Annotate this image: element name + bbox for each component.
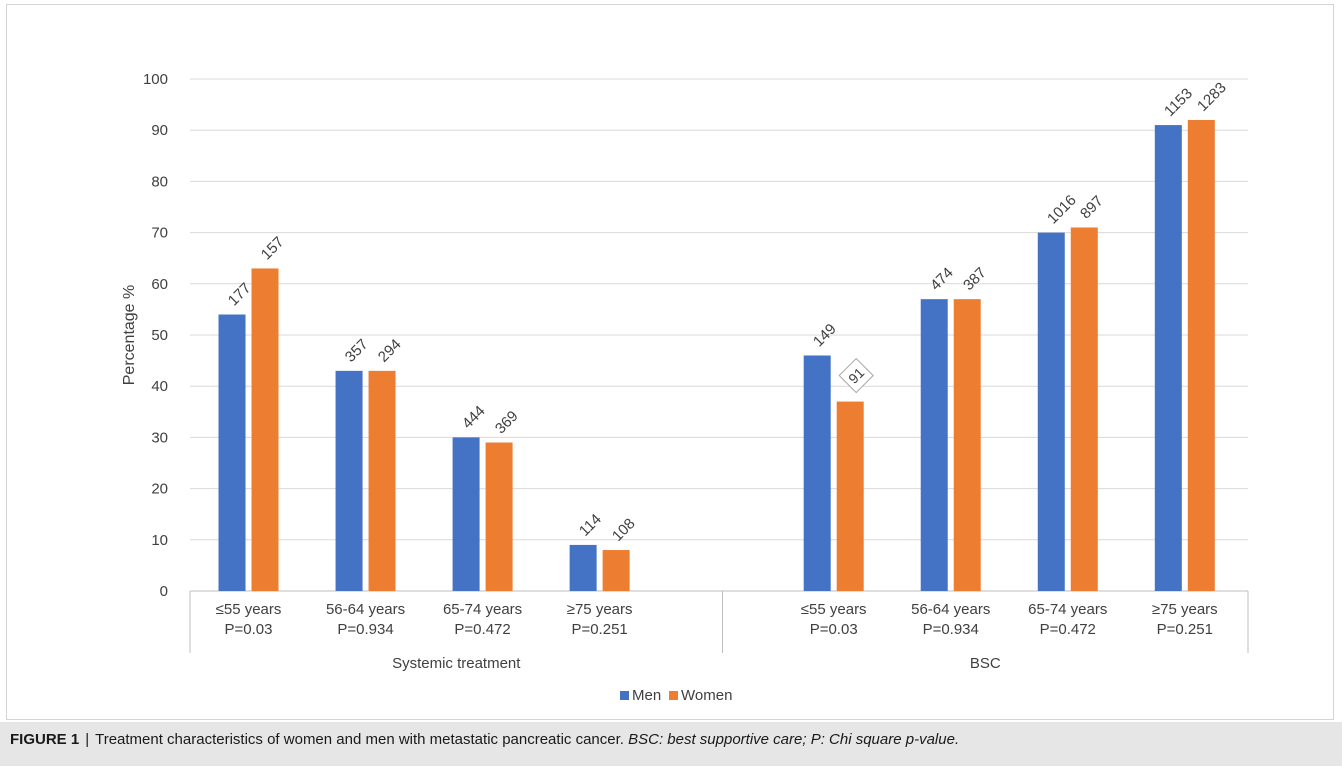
data-label: 1283: [1194, 79, 1230, 115]
y-tick-label: 30: [151, 429, 168, 446]
legend-label-men: Men: [632, 687, 661, 704]
y-tick-label: 90: [151, 122, 168, 139]
data-label: 1153: [1161, 85, 1196, 120]
x-tick-pvalue: P=0.934: [337, 621, 393, 638]
bar-men: [569, 544, 597, 591]
group-label: BSC: [970, 655, 1001, 672]
bar-men: [218, 314, 246, 591]
bar-men: [803, 355, 831, 591]
y-tick-label: 0: [160, 583, 168, 600]
data-label: 108: [609, 515, 639, 545]
data-label: 157: [258, 234, 288, 264]
bar-women: [1187, 119, 1215, 592]
bar-women: [1070, 227, 1098, 592]
x-tick-label: ≤55 years: [801, 601, 867, 618]
bar-men: [920, 299, 948, 591]
x-tick-pvalue: P=0.472: [454, 621, 510, 638]
bar-men: [335, 370, 363, 591]
y-tick-label: 80: [151, 173, 168, 190]
data-label: 294: [375, 336, 405, 366]
legend-swatch-men: [620, 691, 629, 700]
x-tick-pvalue: P=0.03: [225, 621, 273, 638]
x-tick-pvalue: P=0.03: [810, 621, 858, 638]
bar-women: [485, 442, 513, 591]
data-label: 387: [960, 264, 990, 294]
data-label: 357: [342, 336, 372, 366]
bar-women: [836, 401, 864, 591]
y-tick-label: 10: [151, 532, 168, 549]
x-tick-pvalue: P=0.472: [1040, 621, 1096, 638]
bar-women: [953, 299, 981, 591]
data-label: 897: [1077, 193, 1107, 223]
y-tick-label: 60: [151, 276, 168, 293]
x-tick-label: 56-64 years: [326, 601, 405, 618]
y-tick-label: 100: [143, 71, 168, 88]
x-tick-label: 65-74 years: [1028, 601, 1107, 618]
bar-men: [1154, 125, 1182, 591]
x-tick-pvalue: P=0.251: [571, 621, 627, 638]
x-tick-label: ≥75 years: [1152, 601, 1218, 618]
data-label: 114: [576, 511, 605, 540]
x-tick-label: 65-74 years: [443, 601, 522, 618]
y-tick-label: 70: [151, 225, 168, 242]
data-label: 369: [492, 408, 522, 438]
group-label: Systemic treatment: [392, 655, 521, 672]
data-label: 149: [810, 321, 840, 351]
x-tick-label: ≤55 years: [216, 601, 282, 618]
bar-men: [1037, 232, 1065, 591]
x-tick-pvalue: P=0.934: [923, 621, 979, 638]
y-axis-label: Percentage %: [121, 285, 138, 386]
x-tick-pvalue: P=0.251: [1157, 621, 1213, 638]
y-tick-label: 50: [151, 327, 168, 344]
x-tick-label: 56-64 years: [911, 601, 990, 618]
caption-figure-label: FIGURE 1: [10, 731, 80, 748]
legend-label-women: Women: [681, 687, 732, 704]
x-tick-label: ≥75 years: [567, 601, 633, 618]
bar-women: [368, 370, 396, 591]
bar-women: [602, 550, 630, 591]
caption-note: BSC: best supportive care; P: Chi square…: [628, 731, 960, 748]
data-label: 444: [459, 403, 489, 433]
bar-women: [251, 268, 279, 591]
caption-separator: |: [85, 731, 90, 748]
data-label: 1016: [1044, 192, 1080, 228]
legend-swatch-women: [669, 691, 678, 700]
data-label-box: [838, 357, 874, 394]
data-label: 474: [927, 264, 957, 294]
caption-text: Treatment characteristics of women and m…: [95, 731, 624, 748]
bar-men: [452, 437, 480, 591]
y-tick-label: 40: [151, 378, 168, 395]
figure-caption: FIGURE 1 | Treatment characteristics of wo…: [0, 722, 1342, 766]
y-tick-label: 20: [151, 481, 168, 498]
